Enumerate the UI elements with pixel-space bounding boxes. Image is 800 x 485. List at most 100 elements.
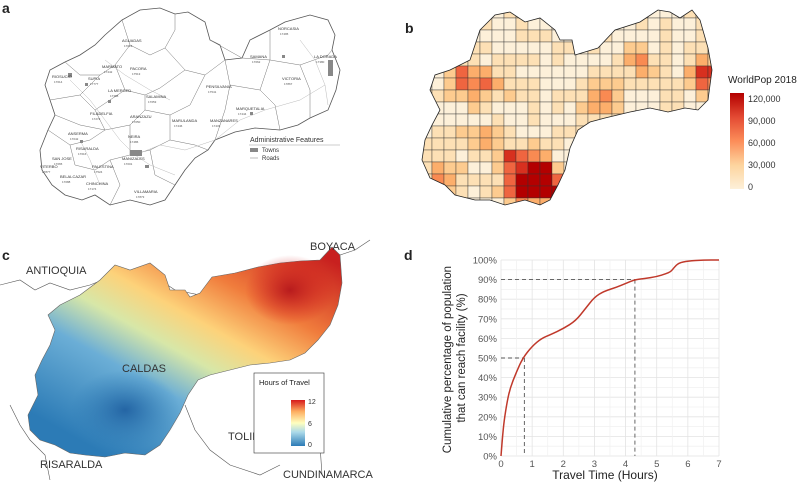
- population-grid-cell: [587, 53, 601, 67]
- travel-legend-box: [253, 372, 325, 454]
- label-risaralda: RISARALDA: [76, 146, 99, 151]
- population-grid-cell: [455, 41, 469, 55]
- population-grid-cell: [431, 29, 445, 43]
- population-grid-cell: [422, 41, 433, 55]
- panel-d-label: d: [404, 247, 413, 263]
- population-grid-cell: [455, 10, 469, 19]
- population-grid-cell: [422, 137, 433, 151]
- population-grid-cell: [539, 89, 553, 103]
- population-grid-cell: [551, 77, 565, 91]
- population-grid-cell: [623, 89, 637, 103]
- population-grid-cell: [422, 173, 433, 187]
- population-grid-cell: [695, 10, 709, 19]
- population-grid-cell: [623, 77, 637, 91]
- high-travel-zone: [245, 255, 335, 325]
- region-risaralda: RISARALDA: [40, 459, 103, 471]
- population-grid-cell: [515, 113, 529, 127]
- population-grid-cell: [563, 65, 577, 79]
- population-grid-cell: [503, 101, 517, 115]
- population-grid-cell: [671, 17, 685, 31]
- population-grid-cell: [587, 149, 601, 163]
- population-grid-cell: [575, 137, 589, 151]
- x-tick-label: 2: [561, 459, 566, 470]
- population-grid-cell: [623, 53, 637, 67]
- population-grid-cell: [671, 89, 685, 103]
- population-grid-cell: [647, 41, 661, 55]
- population-grid-cell: [455, 65, 469, 79]
- population-grid-cell: [683, 161, 697, 175]
- population-grid-cell: [539, 113, 553, 127]
- population-grid-cell: [503, 173, 517, 187]
- population-grid-cell: [635, 101, 649, 115]
- population-grid-cell: [515, 197, 529, 205]
- population-grid-cell: [647, 29, 661, 43]
- population-grid-cell: [515, 77, 529, 91]
- population-grid-cell: [422, 29, 433, 43]
- population-grid-cell: [539, 125, 553, 139]
- population-grid-cell: [515, 137, 529, 151]
- population-grid-cell: [659, 185, 673, 199]
- population-grid-cell: [683, 41, 697, 55]
- population-grid-cell: [467, 65, 481, 79]
- towns-legend-label: Towns: [262, 148, 279, 154]
- code-aranzazu: 17050: [132, 120, 141, 124]
- population-grid-cell: [635, 161, 649, 175]
- population-grid-cell: [648, 210, 660, 222]
- population-grid-cell: [422, 89, 433, 103]
- population-grid-cell: [587, 89, 601, 103]
- population-grid-cell: [611, 17, 625, 31]
- travel-legend-title: Hours of Travel: [259, 378, 310, 387]
- population-grid-cell: [467, 161, 481, 175]
- population-grid-cell: [563, 113, 577, 127]
- population-grid-cell: [575, 149, 589, 163]
- population-grid-cell: [707, 101, 712, 115]
- population-grid-cell: [576, 210, 588, 222]
- population-grid-cell: [551, 10, 565, 19]
- population-grid-cell: [635, 41, 649, 55]
- population-grid-cell: [611, 10, 625, 19]
- population-grid-cell: [575, 53, 589, 67]
- population-grid-cell: [623, 10, 637, 19]
- population-grid-cell: [491, 149, 505, 163]
- population-grid-cell: [587, 197, 601, 205]
- population-grid-cell: [611, 137, 625, 151]
- population-grid-cell: [707, 173, 712, 187]
- panel-b-boundary: [421, 9, 713, 206]
- region-caldas: CALDAS: [122, 363, 166, 375]
- population-grid-cell: [635, 173, 649, 187]
- worldpop-tick-90000: 90,000: [748, 116, 776, 126]
- population-grid-cell: [695, 113, 709, 127]
- population-grid-cell: [659, 113, 673, 127]
- population-grid-cell: [623, 113, 637, 127]
- code-risaralda: 17616: [78, 152, 87, 156]
- population-grid-cell: [623, 197, 637, 205]
- population-grid-cell: [503, 77, 517, 91]
- population-grid-cell: [707, 125, 712, 139]
- label-neira: NEIRA: [128, 134, 141, 139]
- y-tick-label: 10%: [478, 432, 498, 443]
- population-grid-cell: [587, 161, 601, 175]
- population-grid-cell: [540, 210, 552, 222]
- label-la-merced: LA MERCED: [108, 88, 131, 93]
- population-grid-cell: [611, 101, 625, 115]
- population-grid-cell: [575, 10, 589, 19]
- population-grid-cell: [443, 17, 457, 31]
- population-grid-cell: [491, 137, 505, 151]
- population-grid-cell: [491, 53, 505, 67]
- population-grid-cell: [599, 65, 613, 79]
- reference-lines: [501, 279, 636, 456]
- population-grid-cell: [503, 17, 517, 31]
- population-grid-cell: [575, 29, 589, 43]
- population-grid-cell: [671, 149, 685, 163]
- population-grid-cell: [683, 149, 697, 163]
- population-grid-cell: [503, 125, 517, 139]
- population-grid-cell: [503, 137, 517, 151]
- population-grid-cell: [527, 89, 541, 103]
- population-grid-cell: [659, 89, 673, 103]
- population-grid-cell: [443, 137, 457, 151]
- population-grid-cell: [479, 10, 493, 19]
- region-cundinamarca: CUNDINAMARCA: [283, 469, 374, 481]
- population-grid-cell: [563, 149, 577, 163]
- population-grid-cell: [683, 89, 697, 103]
- label-manzanares: MANZANARES: [210, 118, 238, 123]
